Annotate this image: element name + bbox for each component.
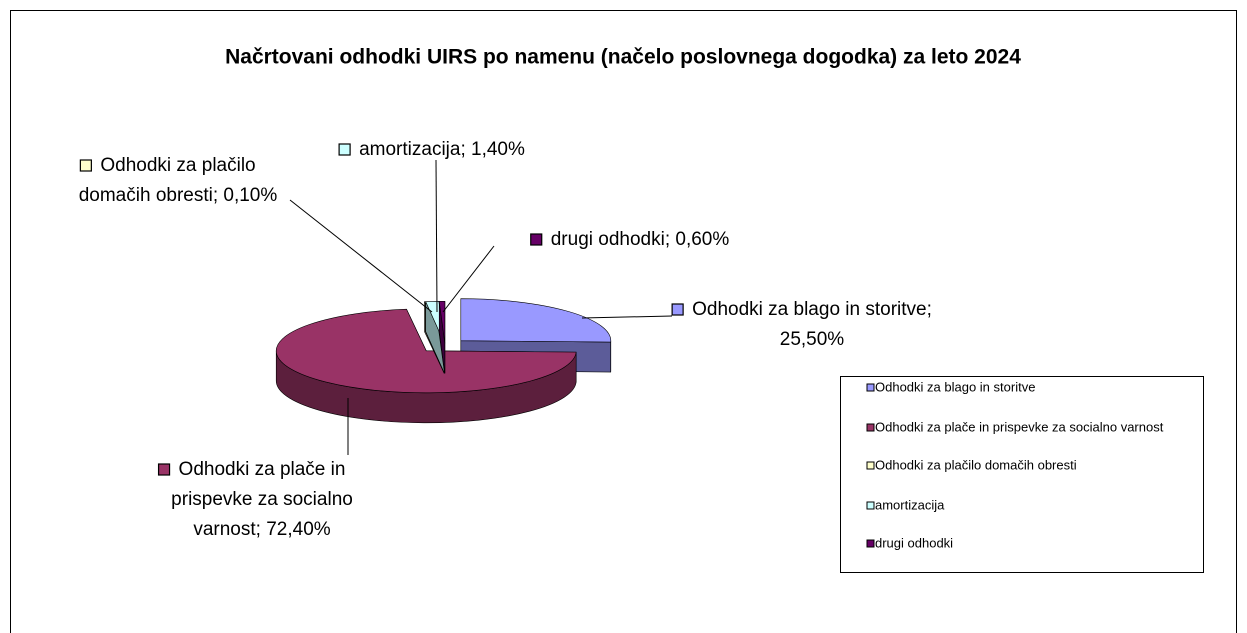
legend-key [866, 539, 875, 548]
leader-line [289, 199, 433, 313]
label-line: Odhodki za plačilo [100, 155, 255, 176]
label-line: domačih obresti; 0,10% [79, 185, 278, 206]
label-key [530, 233, 543, 246]
leader-line [581, 315, 673, 319]
slice-top [275, 308, 577, 394]
label-key [157, 463, 171, 476]
slice [275, 308, 577, 424]
data-label: Odhodki za plačilo domačih obresti; 0,10% [79, 155, 278, 206]
legend-key [866, 501, 875, 510]
label-key [338, 143, 351, 156]
label-key [79, 159, 92, 172]
label-line: drugi odhodki; 0,60% [551, 229, 730, 250]
label-line: amortizacija; 1,40% [359, 139, 525, 160]
label-line: Odhodki za blago in storitve; [692, 299, 932, 320]
label-line: varnost; 72,40% [193, 519, 330, 540]
leader-line [435, 159, 438, 313]
legend-key [866, 423, 875, 432]
label-line: prispevke za socialno [171, 489, 353, 510]
pie [275, 298, 612, 424]
legend-box [840, 376, 1204, 573]
label-line: 25,50% [780, 329, 845, 350]
legend-label: Odhodki za plačilo domačih obresti [875, 457, 1077, 472]
label-key [671, 303, 684, 316]
leader-line [442, 245, 495, 313]
legend-label: drugi odhodki [875, 535, 953, 550]
slice-top [460, 298, 612, 343]
chart-title: Načrtovani odhodki UIRS po namenu (načel… [225, 46, 1021, 69]
data-label: drugi odhodki; 0,60% [551, 229, 730, 250]
legend-label: Odhodki za plače in prispevke za socialn… [875, 419, 1164, 434]
data-label: Odhodki za plače in prispevke za socialno… [171, 459, 353, 540]
legend-label: amortizacija [875, 497, 945, 512]
legend-key [866, 383, 875, 392]
data-label: Odhodki za blago in storitve; 25,50% [692, 299, 932, 350]
data-label: amortizacija; 1,40% [359, 139, 525, 160]
legend-label: Odhodki za blago in storitve [875, 379, 1035, 394]
legend-key [866, 461, 875, 470]
label-line: Odhodki za plače in [179, 459, 346, 480]
